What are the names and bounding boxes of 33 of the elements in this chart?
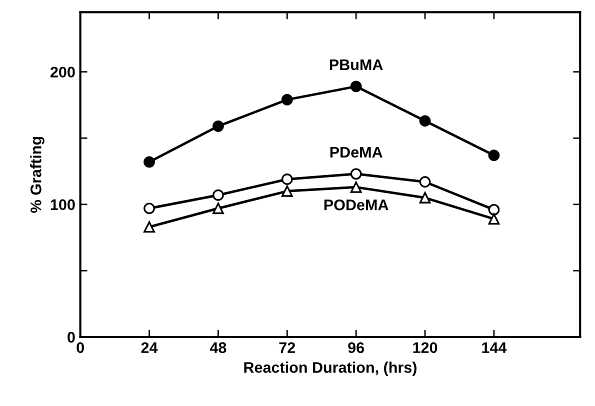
point <box>419 192 431 204</box>
point <box>281 174 293 185</box>
point <box>212 189 224 201</box>
series-label: PODeMA <box>324 200 388 210</box>
x-tick-label: 96 <box>348 342 364 354</box>
point <box>144 202 155 214</box>
point <box>212 120 224 132</box>
point <box>488 204 500 216</box>
x-axis-title: Reaction Duration, (hrs) <box>244 362 416 376</box>
point <box>212 202 224 214</box>
y-axis-title: % Grafting <box>30 136 44 213</box>
point <box>350 80 362 92</box>
point <box>419 176 431 188</box>
point <box>281 185 293 197</box>
point <box>419 115 431 127</box>
x-tick-label: 144 <box>482 342 507 353</box>
point <box>144 156 155 168</box>
point <box>144 221 155 233</box>
y-tick-label: 100 <box>50 199 75 210</box>
x-tick-label: 24 <box>141 342 158 353</box>
point <box>350 181 362 193</box>
y-tick-label: 0 <box>68 332 75 343</box>
y-tick-label: 200 <box>50 66 75 78</box>
x-tick-label: 48 <box>210 342 226 354</box>
x-tick-label: 0 <box>76 342 84 354</box>
point <box>488 213 500 225</box>
series-label: PDeMA <box>330 146 382 158</box>
point <box>350 168 362 180</box>
x-tick-label: 72 <box>279 342 296 353</box>
point <box>281 94 293 106</box>
point <box>488 150 500 162</box>
series-label: PBuMA <box>330 59 383 70</box>
x-tick-label: 120 <box>413 342 438 354</box>
